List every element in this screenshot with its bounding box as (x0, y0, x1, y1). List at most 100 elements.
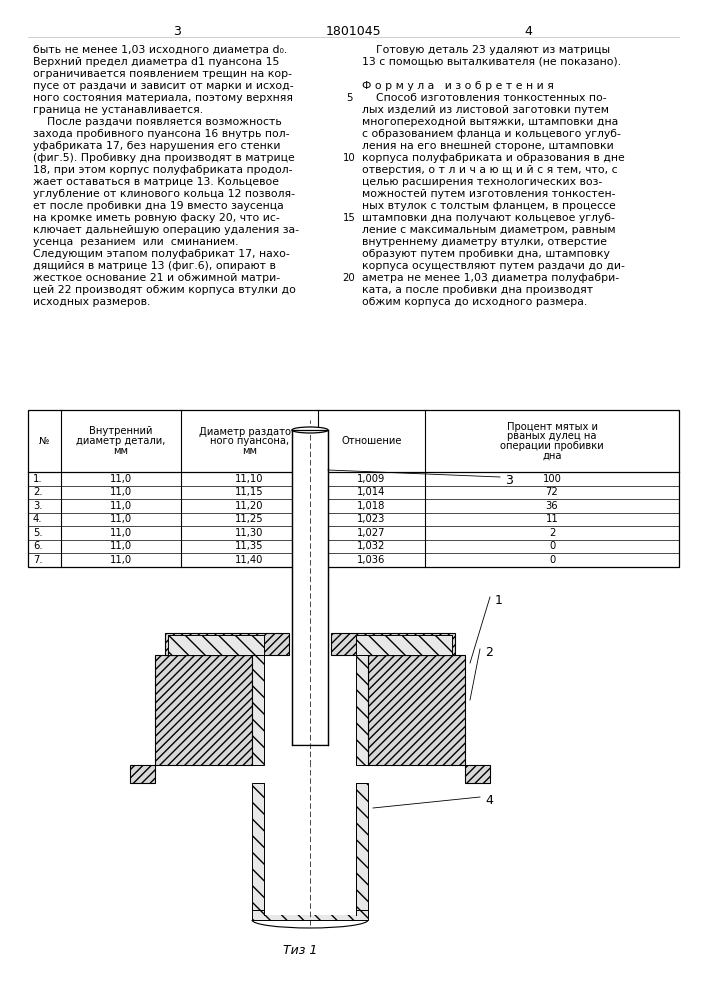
Text: 4: 4 (485, 794, 493, 806)
Text: №: № (39, 436, 49, 446)
Text: Внутренний: Внутренний (89, 426, 153, 436)
Text: ление с максимальным диаметром, равным: ление с максимальным диаметром, равным (362, 225, 616, 235)
Text: ограничивается появлением трещин на кор-: ограничивается появлением трещин на кор- (33, 69, 292, 79)
Polygon shape (168, 635, 264, 655)
Text: Диаметр раздаточ-: Диаметр раздаточ- (199, 426, 300, 437)
Polygon shape (368, 655, 490, 783)
Text: жает оставаться в матрице 13. Кольцевое: жает оставаться в матрице 13. Кольцевое (33, 177, 279, 187)
Text: 3: 3 (505, 474, 513, 487)
Text: отверстия, о т л и ч а ю щ и й с я тем, что, с: отверстия, о т л и ч а ю щ и й с я тем, … (362, 165, 618, 175)
Polygon shape (252, 910, 368, 920)
Text: 20: 20 (343, 273, 356, 283)
Text: (фиг.5). Пробивку дна производят в матрице: (фиг.5). Пробивку дна производят в матри… (33, 153, 295, 163)
Text: 72: 72 (546, 487, 559, 497)
Text: 11: 11 (546, 514, 559, 524)
Text: 13 с помощью выталкивателя (не показано).: 13 с помощью выталкивателя (не показано)… (362, 57, 621, 67)
Text: 1,032: 1,032 (357, 541, 385, 551)
Text: 2.: 2. (33, 487, 42, 497)
Text: внутреннему диаметру втулки, отверстие: внутреннему диаметру втулки, отверстие (362, 237, 607, 247)
Polygon shape (264, 783, 356, 915)
Text: 11,0: 11,0 (110, 528, 132, 538)
Text: Верхний предел диаметра d1 пуансона 15: Верхний предел диаметра d1 пуансона 15 (33, 57, 279, 67)
Text: 11,0: 11,0 (110, 474, 132, 484)
Text: ключает дальнейшую операцию удаления за-: ключает дальнейшую операцию удаления за- (33, 225, 299, 235)
Polygon shape (331, 633, 455, 655)
Text: операции пробивки: операции пробивки (500, 441, 604, 451)
Text: 11,0: 11,0 (110, 514, 132, 524)
Text: уфабриката 17, без нарушения его стенки: уфабриката 17, без нарушения его стенки (33, 141, 281, 151)
Text: 11,0: 11,0 (110, 487, 132, 497)
Text: с образованием фланца и кольцевого углуб-: с образованием фланца и кольцевого углуб… (362, 129, 621, 139)
Text: 11,0: 11,0 (110, 555, 132, 565)
Text: 1801045: 1801045 (325, 25, 381, 38)
Text: 1,009: 1,009 (357, 474, 385, 484)
Text: 11,25: 11,25 (235, 514, 264, 524)
Text: 11,30: 11,30 (235, 528, 264, 538)
Polygon shape (356, 655, 368, 765)
Polygon shape (356, 783, 368, 910)
Text: Отношение: Отношение (341, 436, 402, 446)
Text: 11,15: 11,15 (235, 487, 264, 497)
Text: граница не устанавливается.: граница не устанавливается. (33, 105, 203, 115)
Text: аметра не менее 1,03 диаметра полуфабри-: аметра не менее 1,03 диаметра полуфабри- (362, 273, 619, 283)
Text: 2: 2 (549, 528, 555, 538)
Text: корпуса осуществляют путем раздачи до ди-: корпуса осуществляют путем раздачи до ди… (362, 261, 625, 271)
Text: Следующим этапом полуфабрикат 17, нахо-: Следующим этапом полуфабрикат 17, нахо- (33, 249, 290, 259)
Text: ных втулок с толстым фланцем, в процессе: ных втулок с толстым фланцем, в процессе (362, 201, 616, 211)
Text: Ф о р м у л а   и з о б р е т е н и я: Ф о р м у л а и з о б р е т е н и я (362, 81, 554, 91)
Text: ката, а после пробивки дна производят: ката, а после пробивки дна производят (362, 285, 593, 295)
Text: обжим корпуса до исходного размера.: обжим корпуса до исходного размера. (362, 297, 588, 307)
Polygon shape (130, 655, 252, 783)
Ellipse shape (292, 427, 328, 433)
Text: 15: 15 (343, 213, 356, 223)
Text: ет после пробивки дна 19 вместо заусенца: ет после пробивки дна 19 вместо заусенца (33, 201, 284, 211)
Text: Готовую деталь 23 удаляют из матрицы: Готовую деталь 23 удаляют из матрицы (362, 45, 610, 55)
Text: 4.: 4. (33, 514, 42, 524)
Text: 1,018: 1,018 (357, 501, 385, 511)
Text: 1,036: 1,036 (357, 555, 385, 565)
Text: 0: 0 (549, 555, 555, 565)
Text: 2: 2 (485, 646, 493, 658)
Text: 1,014: 1,014 (357, 487, 385, 497)
Text: 1: 1 (495, 593, 503, 606)
Bar (28, 410, 679, 566)
Polygon shape (252, 655, 264, 765)
Text: 4: 4 (524, 25, 532, 38)
Text: 10: 10 (343, 153, 356, 163)
Text: 11,0: 11,0 (110, 541, 132, 551)
Text: цей 22 производят обжим корпуса втулки до: цей 22 производят обжим корпуса втулки д… (33, 285, 296, 295)
Text: После раздачи появляется возможность: После раздачи появляется возможность (33, 117, 282, 127)
Text: захода пробивного пуансона 16 внутрь пол-: захода пробивного пуансона 16 внутрь пол… (33, 129, 289, 139)
Text: усенца  резанием  или  сминанием.: усенца резанием или сминанием. (33, 237, 238, 247)
Text: исходных размеров.: исходных размеров. (33, 297, 151, 307)
Text: 1,023: 1,023 (357, 514, 385, 524)
Text: быть не менее 1,03 исходного диаметра d₀.: быть не менее 1,03 исходного диаметра d₀… (33, 45, 287, 55)
Text: жесткое основание 21 и обжимной матри-: жесткое основание 21 и обжимной матри- (33, 273, 280, 283)
Text: 5: 5 (346, 93, 352, 103)
Text: 3.: 3. (33, 501, 42, 511)
Polygon shape (292, 745, 328, 778)
Text: Процент мятых и: Процент мятых и (506, 422, 597, 432)
Text: рваных дулец на: рваных дулец на (508, 431, 597, 441)
Text: 36: 36 (546, 501, 559, 511)
Text: мм: мм (242, 446, 257, 456)
Text: многопереходной вытяжки, штамповки дна: многопереходной вытяжки, штамповки дна (362, 117, 618, 127)
Text: 11,35: 11,35 (235, 541, 264, 551)
Polygon shape (356, 635, 452, 655)
Text: 1.: 1. (33, 474, 42, 484)
Text: 7.: 7. (33, 555, 42, 565)
Text: ного состояния материала, поэтому верхняя: ного состояния материала, поэтому верхня… (33, 93, 293, 103)
Text: диаметр детали,: диаметр детали, (76, 436, 165, 446)
Text: 6.: 6. (33, 541, 42, 551)
Text: 11,40: 11,40 (235, 555, 264, 565)
Text: на кромке иметь ровную фаску 20, что ис-: на кромке иметь ровную фаску 20, что ис- (33, 213, 280, 223)
Text: 5.: 5. (33, 528, 42, 538)
Text: целью расширения технологических воз-: целью расширения технологических воз- (362, 177, 602, 187)
Text: 0: 0 (549, 541, 555, 551)
Polygon shape (292, 430, 328, 745)
Text: углубление от клинового кольца 12 позволя-: углубление от клинового кольца 12 позвол… (33, 189, 295, 199)
Text: Τиз 1: Τиз 1 (283, 944, 317, 956)
Text: 18, при этом корпус полуфабриката продол-: 18, при этом корпус полуфабриката продол… (33, 165, 293, 175)
Text: 11,20: 11,20 (235, 501, 264, 511)
Text: 11,10: 11,10 (235, 474, 264, 484)
